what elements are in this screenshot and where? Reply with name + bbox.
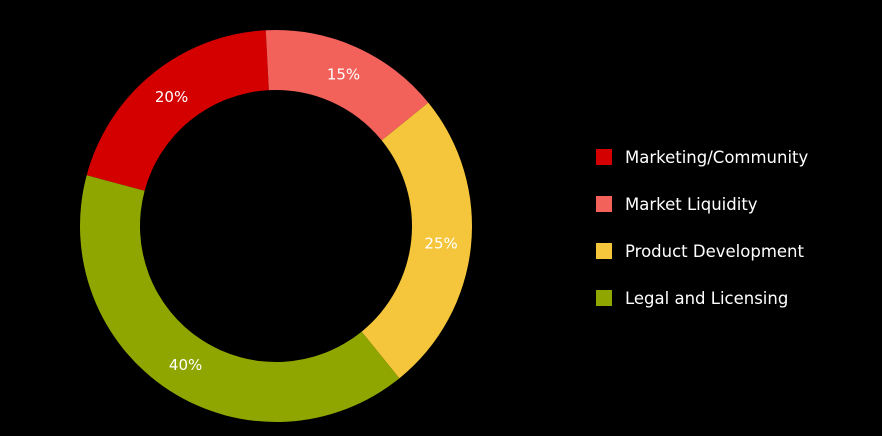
- legend-label: Legal and Licensing: [625, 288, 789, 308]
- legend-label: Marketing/Community: [625, 147, 809, 167]
- legend-label: Market Liquidity: [625, 194, 758, 214]
- legend-item-legal-and-licensing: Legal and Licensing: [596, 286, 808, 310]
- donut-slice-marketing-community: [86, 30, 269, 191]
- legend-item-marketing-community: Marketing/Community: [596, 145, 808, 169]
- legend-label: Product Development: [625, 241, 804, 261]
- slice-percent-label: 20%: [155, 88, 188, 106]
- legend-item-market-liquidity: Market Liquidity: [596, 192, 808, 216]
- chart-legend: Marketing/Community Market Liquidity Pro…: [596, 145, 808, 333]
- legend-swatch: [596, 243, 612, 259]
- slice-percent-label: 15%: [327, 65, 360, 83]
- slice-percent-label: 40%: [169, 356, 202, 374]
- legend-item-product-development: Product Development: [596, 239, 808, 263]
- legend-swatch: [596, 149, 612, 165]
- donut-slice-market-liquidity: [265, 30, 429, 141]
- legend-swatch: [596, 196, 612, 212]
- slice-labels: 20% 15% 25% 40%: [155, 65, 458, 374]
- donut-slice-product-development: [361, 102, 472, 379]
- donut-slice-legal-and-licensing: [79, 175, 400, 423]
- donut-slices: [79, 30, 472, 423]
- slice-percent-label: 25%: [424, 234, 457, 252]
- legend-swatch: [596, 290, 612, 306]
